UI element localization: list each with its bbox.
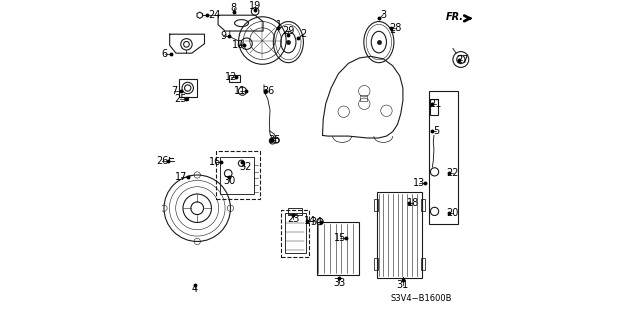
Text: 14: 14 [305,216,317,226]
Text: 19: 19 [249,1,261,11]
Text: 29: 29 [282,26,294,36]
Bar [430,99,438,115]
Bar [374,199,378,211]
Text: 32: 32 [239,162,252,172]
Text: 13: 13 [413,178,425,188]
Text: 23: 23 [287,214,300,224]
Text: 26: 26 [156,156,168,166]
Text: FR.: FR. [446,12,464,22]
Bar [429,91,458,224]
Bar [421,258,425,270]
Text: 2: 2 [300,29,307,39]
Bar [288,208,302,215]
Bar [285,213,306,253]
Text: 34: 34 [310,217,323,227]
Text: 7: 7 [172,86,177,96]
Text: 20: 20 [447,208,459,218]
Bar [216,151,260,199]
Text: 6: 6 [162,49,168,59]
Text: 36: 36 [262,86,275,96]
Bar [282,210,309,257]
Text: S3V4−B1600B: S3V4−B1600B [390,294,452,303]
Text: 5: 5 [433,126,440,136]
Text: 31: 31 [397,280,409,290]
Text: 28: 28 [389,23,401,33]
Text: 10: 10 [232,40,244,50]
Bar [360,95,367,101]
Text: 4: 4 [192,284,198,294]
Bar [179,79,196,97]
Text: 15: 15 [333,233,346,243]
Text: 33: 33 [333,278,345,288]
Text: 17: 17 [175,172,188,182]
Text: 24: 24 [209,10,221,19]
Text: 1: 1 [276,20,282,30]
Bar [317,222,358,275]
Bar [374,258,378,270]
Bar [229,75,239,82]
Text: 21: 21 [429,99,442,109]
Text: 18: 18 [406,197,419,208]
Bar [220,157,255,194]
Text: 27: 27 [456,55,468,64]
Text: 25: 25 [174,94,186,104]
Bar [421,199,425,211]
Text: 16: 16 [209,157,221,167]
Text: 30: 30 [223,176,236,186]
Text: 3: 3 [380,10,387,19]
Text: 35: 35 [269,135,281,145]
Bar [377,192,422,278]
Text: 8: 8 [231,3,237,13]
Text: 11: 11 [234,86,246,96]
Text: 9: 9 [220,31,227,41]
Text: 22: 22 [447,168,459,178]
Text: 12: 12 [225,72,237,82]
